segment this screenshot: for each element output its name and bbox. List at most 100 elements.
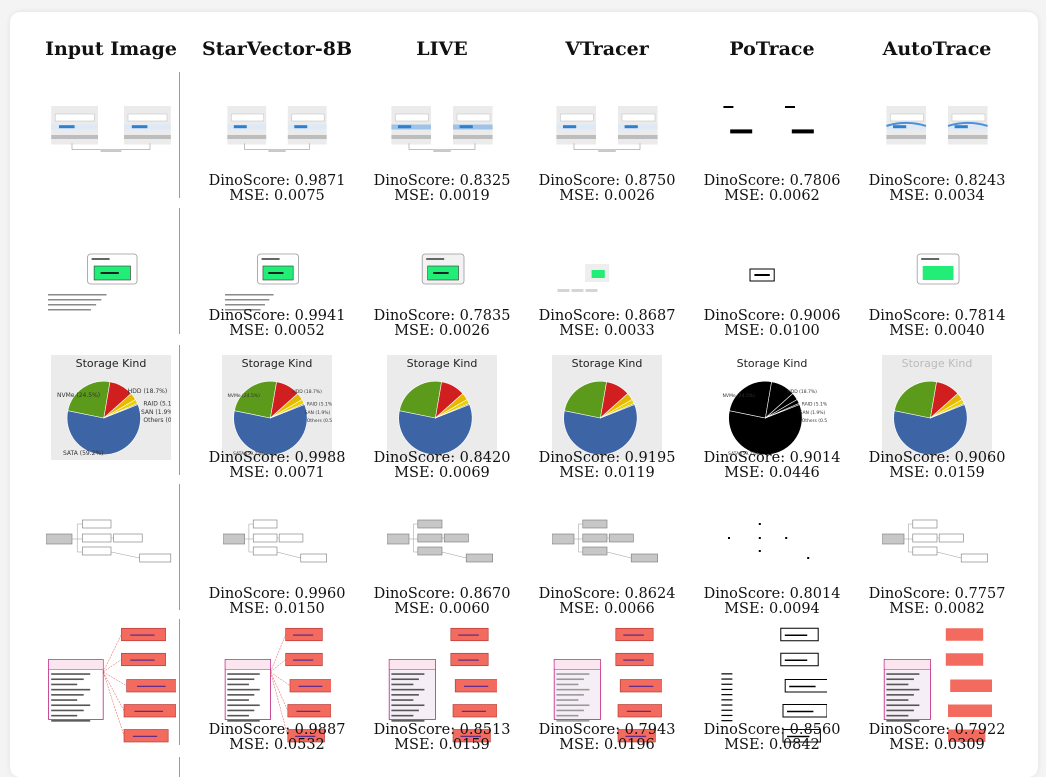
vectorized-output-thumbnail	[882, 100, 992, 170]
column-header: Input Image	[45, 38, 177, 60]
dino-score: DinoScore: 0.9871	[208, 173, 346, 189]
dino-score: DinoScore: 0.9060	[868, 450, 1006, 466]
score-block: DinoScore: 0.9941 MSE: 0.0052	[202, 309, 352, 339]
mse-score: MSE: 0.0196	[559, 737, 655, 753]
score-block: DinoScore: 0.8670 MSE: 0.0060	[367, 587, 517, 617]
mse-score: MSE: 0.0019	[394, 188, 490, 204]
dino-score: DinoScore: 0.8750	[538, 173, 676, 189]
dino-score: DinoScore: 0.7814	[868, 308, 1006, 324]
er-diagram-preview	[721, 627, 827, 743]
mse-score: MSE: 0.0026	[394, 323, 490, 339]
pie-preview: Storage Kind NVMe (24.5%) HDD (18.7%) RAID …	[222, 355, 332, 460]
input-image-thumbnail	[46, 622, 176, 747]
vectorized-output-thumbnail	[717, 492, 827, 592]
svg-text:Storage Kind: Storage Kind	[737, 357, 808, 370]
flowchart-preview	[387, 519, 493, 563]
dino-score: DinoScore: 0.8687	[538, 308, 676, 324]
dino-score: DinoScore: 0.7922	[868, 722, 1006, 738]
dino-score: DinoScore: 0.9960	[208, 586, 346, 602]
vectorized-output-thumbnail	[223, 622, 331, 747]
pie-preview: Storage Kind	[552, 355, 662, 460]
flowchart-preview	[223, 519, 327, 563]
pie-preview: Storage Kind	[387, 355, 497, 460]
mse-score: MSE: 0.0100	[724, 323, 820, 339]
score-block: DinoScore: 0.7835 MSE: 0.0026	[367, 309, 517, 339]
score-block: DinoScore: 0.9960 MSE: 0.0150	[202, 587, 352, 617]
svg-text:SAN (1.9%): SAN (1.9%)	[141, 409, 171, 416]
flowchart-preview	[46, 519, 172, 563]
vectorized-output-thumbnail	[717, 622, 827, 747]
svg-text:HDD (18.7%): HDD (18.7%)	[128, 388, 167, 395]
row-separator	[179, 72, 180, 198]
dino-score: DinoScore: 0.7757	[868, 586, 1006, 602]
score-block: DinoScore: 0.8750 MSE: 0.0026	[532, 174, 682, 204]
svg-text:RAID (5.1%): RAID (5.1%)	[143, 400, 171, 407]
score-block: DinoScore: 0.9195 MSE: 0.0119	[532, 451, 682, 481]
input-image-thumbnail	[46, 492, 176, 592]
dino-score: DinoScore: 0.8624	[538, 586, 676, 602]
flowchart-preview	[552, 519, 658, 563]
score-block: DinoScore: 0.8420 MSE: 0.0069	[367, 451, 517, 481]
score-block: DinoScore: 0.8560 MSE: 0.0842	[697, 723, 847, 753]
svg-text:Storage Kind: Storage Kind	[407, 357, 478, 370]
mse-score: MSE: 0.0094	[724, 601, 820, 617]
mse-score: MSE: 0.0309	[889, 737, 985, 753]
flowchart-preview	[728, 523, 810, 559]
flowchart-preview	[882, 519, 988, 563]
score-block: DinoScore: 0.9871 MSE: 0.0075	[202, 174, 352, 204]
input-image-thumbnail: Storage Kind NVMe (24.5%) HDD (18.7%) RAID …	[51, 355, 171, 460]
er-diagram-preview	[388, 627, 497, 743]
dino-score: DinoScore: 0.8243	[868, 173, 1006, 189]
dino-score: DinoScore: 0.7835	[373, 308, 511, 324]
score-block: DinoScore: 0.8325 MSE: 0.0019	[367, 174, 517, 204]
svg-text:Others (0.5%): Others (0.5%)	[802, 418, 827, 424]
comparison-figure: Input Image StarVector-8B LIVE VTracer PoTra…	[10, 12, 1038, 777]
dino-score: DinoScore: 0.9988	[208, 450, 346, 466]
dino-score: DinoScore: 0.9887	[208, 722, 346, 738]
score-block: DinoScore: 0.7806 MSE: 0.0062	[697, 174, 847, 204]
dino-score: DinoScore: 0.8670	[373, 586, 511, 602]
vectorized-output-thumbnail	[387, 622, 497, 747]
diagram-preview	[886, 106, 988, 145]
svg-text:Storage Kind: Storage Kind	[76, 357, 147, 370]
diagram-preview	[391, 106, 493, 152]
dino-score: DinoScore: 0.7806	[703, 173, 841, 189]
pie-preview: Storage Kind NVMe (24.5%) HDD (18.7%) RAID …	[51, 355, 171, 460]
svg-text:NVMe (24.5%): NVMe (24.5%)	[57, 392, 100, 399]
er-diagram-preview	[224, 627, 331, 743]
mse-score: MSE: 0.0075	[229, 188, 325, 204]
svg-text:SATA (59.2%): SATA (59.2%)	[233, 451, 264, 457]
column-header: PoTrace	[729, 38, 815, 60]
vectorized-output-thumbnail: Storage Kind	[387, 355, 497, 460]
row-separator	[179, 345, 180, 475]
svg-text:SAN (1.9%): SAN (1.9%)	[800, 410, 826, 416]
mse-score: MSE: 0.0066	[559, 601, 655, 617]
diagram-preview	[51, 106, 171, 152]
mse-score: MSE: 0.0040	[889, 323, 985, 339]
svg-text:SATA (59.2%): SATA (59.2%)	[728, 451, 759, 457]
column-header: VTracer	[565, 38, 649, 60]
svg-text:Storage Kind: Storage Kind	[902, 357, 973, 370]
dino-score: DinoScore: 0.7943	[538, 722, 676, 738]
row-separator	[179, 484, 180, 610]
vectorized-output-thumbnail	[717, 100, 827, 170]
uml-node-preview	[557, 264, 610, 292]
svg-text:NVMe (24.5%): NVMe (24.5%)	[723, 393, 756, 399]
mse-score: MSE: 0.0034	[889, 188, 985, 204]
row-separator	[179, 208, 180, 334]
dino-score: DinoScore: 0.8513	[373, 722, 511, 738]
score-block: DinoScore: 0.9014 MSE: 0.0446	[697, 451, 847, 481]
mse-score: MSE: 0.0060	[394, 601, 490, 617]
vectorized-output-thumbnail: Storage Kind	[552, 355, 662, 460]
mse-score: MSE: 0.0082	[889, 601, 985, 617]
diagram-preview	[556, 106, 658, 152]
mse-score: MSE: 0.0150	[229, 601, 325, 617]
vectorized-output-thumbnail	[882, 622, 992, 747]
vectorized-output-thumbnail	[387, 100, 497, 170]
svg-text:Others (0.5%): Others (0.5%)	[143, 417, 171, 424]
vectorized-output-thumbnail	[223, 234, 331, 334]
er-diagram-preview	[553, 627, 662, 743]
vectorized-output-thumbnail	[882, 492, 992, 592]
column-header: StarVector-8B	[201, 38, 353, 60]
input-image-thumbnail	[46, 234, 176, 334]
